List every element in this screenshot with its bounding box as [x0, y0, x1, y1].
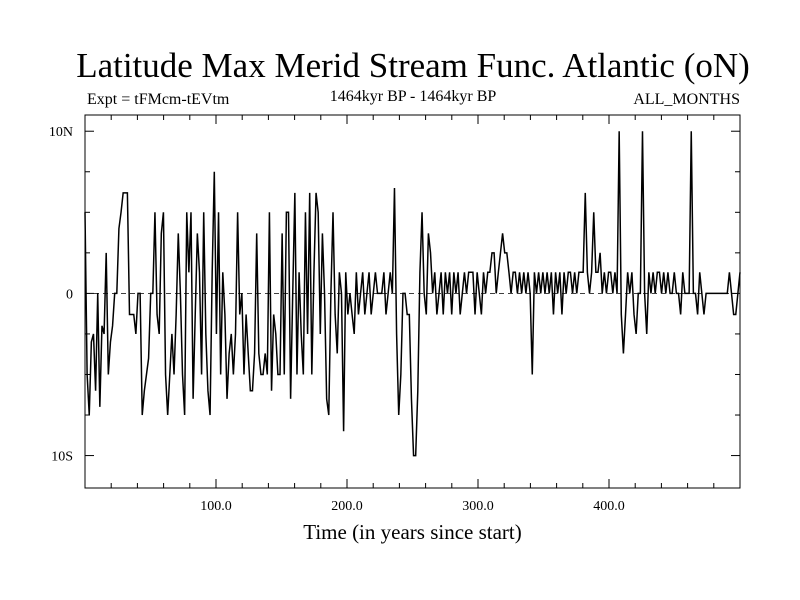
plot-frame [84, 114, 741, 489]
y-tick-label: 0 [66, 287, 73, 302]
x-tick-label: 100.0 [200, 499, 232, 514]
x-tick-label: 400.0 [593, 499, 625, 514]
chart-title: Latitude Max Merid Stream Func. Atlantic… [76, 46, 750, 85]
period-label: 1464kyr BP - 1464kyr BP [329, 88, 497, 105]
x-tick-label: 300.0 [462, 499, 494, 514]
months-label: ALL_MONTHS [633, 91, 740, 108]
x-tick-label: 200.0 [331, 499, 363, 514]
y-tick-label: 10N [49, 125, 73, 140]
experiment-label: Expt = tFMcm-tEVtm [87, 91, 230, 108]
x-axis-label: Time (in years since start) [303, 520, 522, 544]
series-line [84, 131, 741, 457]
y-tick-label: 10S [51, 450, 73, 465]
